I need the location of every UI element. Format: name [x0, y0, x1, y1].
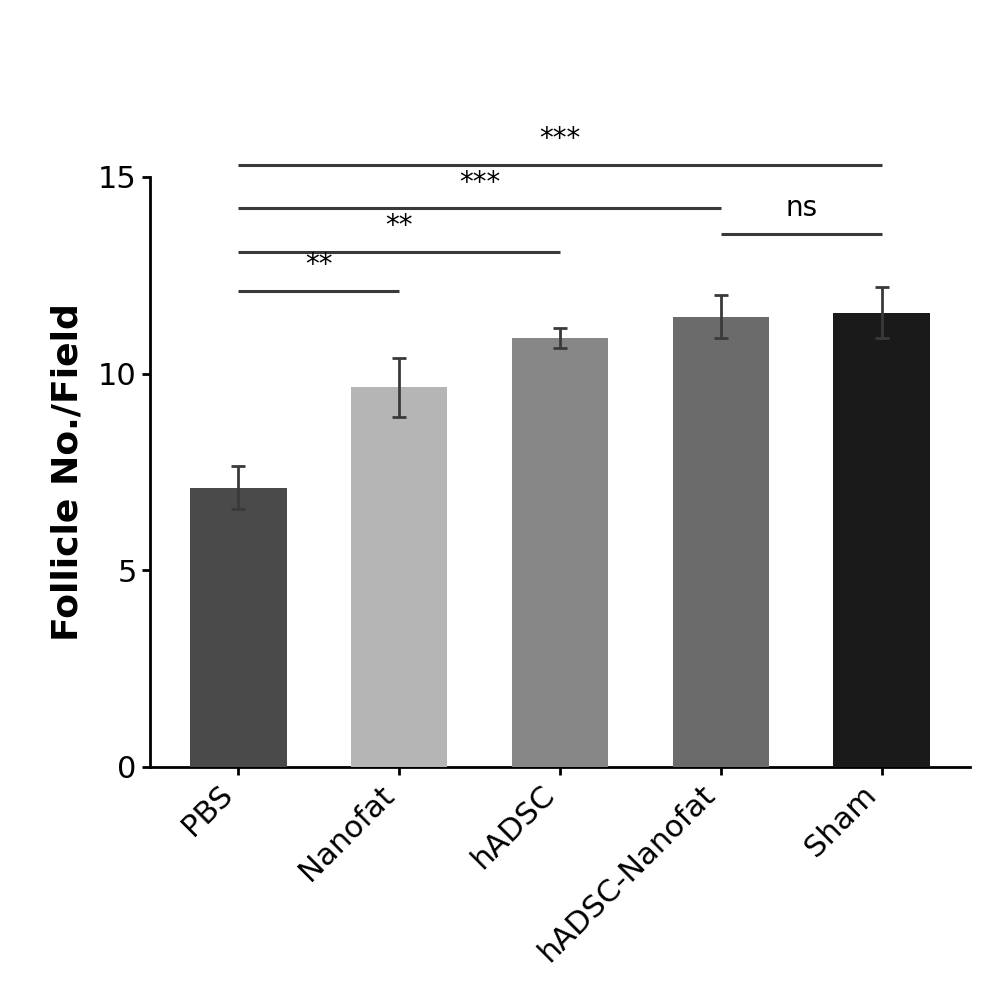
Y-axis label: Follicle No./Field: Follicle No./Field: [50, 303, 84, 641]
Text: **: **: [305, 252, 333, 279]
Bar: [833, 313, 930, 767]
Bar: [351, 387, 447, 767]
Text: ***: ***: [459, 169, 500, 197]
Bar: [673, 317, 769, 767]
Text: **: **: [385, 212, 413, 240]
Text: ns: ns: [785, 195, 817, 222]
Text: ***: ***: [539, 126, 581, 153]
Bar: [190, 488, 287, 767]
Bar: [512, 338, 608, 767]
